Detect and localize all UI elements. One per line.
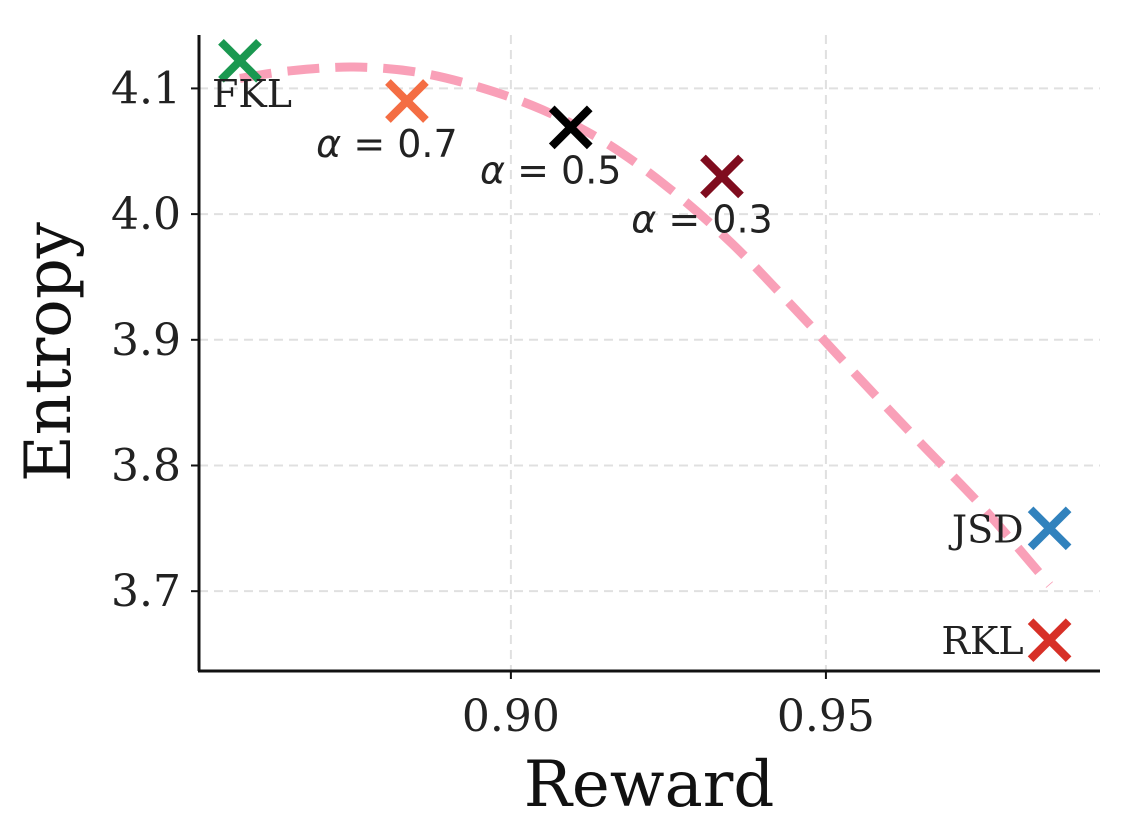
point-label-4: JSD bbox=[948, 507, 1024, 551]
trend-curve bbox=[239, 62, 1053, 588]
point-label-1: α = 0.7 bbox=[316, 122, 458, 166]
marker-3 bbox=[700, 154, 744, 199]
y-ticks: 3.7 3.8 3.9 4.0 4.1 bbox=[111, 63, 199, 617]
y-tick-label: 4.0 bbox=[111, 189, 181, 240]
marker-0 bbox=[218, 38, 262, 83]
point-label-5: RKL bbox=[941, 619, 1023, 663]
marker-2 bbox=[548, 105, 593, 150]
point-label-2: α = 0.5 bbox=[480, 148, 622, 192]
y-axis-title: Entropy bbox=[12, 222, 86, 482]
point-label-3: α = 0.3 bbox=[631, 197, 773, 241]
x-ticks: 0.90 0.95 bbox=[462, 671, 875, 742]
x-tick-label: 0.90 bbox=[462, 691, 560, 742]
x-axis-title: Reward bbox=[524, 748, 775, 821]
marker-4 bbox=[1027, 506, 1072, 551]
y-tick-label: 3.8 bbox=[111, 440, 181, 491]
x-tick-label: 0.95 bbox=[777, 691, 875, 742]
marker-5 bbox=[1027, 618, 1072, 663]
data-points: FKL α = 0.7 α = 0.5α = 0.3 JSD RKL bbox=[212, 38, 1072, 663]
marker-1 bbox=[385, 79, 429, 123]
y-tick-label: 3.9 bbox=[111, 315, 181, 366]
y-tick-label: 3.7 bbox=[111, 566, 181, 617]
grid-lines bbox=[199, 35, 1100, 671]
point-label-0: FKL bbox=[212, 72, 292, 116]
y-tick-label: 4.1 bbox=[111, 63, 181, 114]
